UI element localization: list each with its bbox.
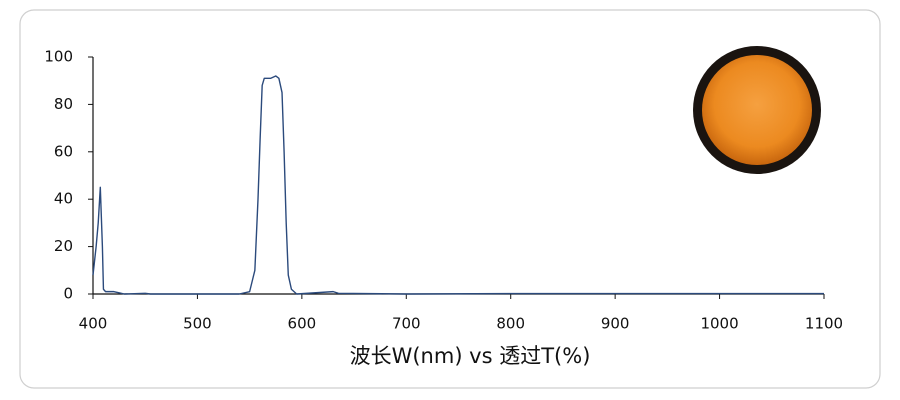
x-tick-label: 900 bbox=[601, 315, 630, 333]
y-tick-label: 60 bbox=[54, 142, 73, 160]
y-tick-label: 40 bbox=[54, 190, 73, 208]
y-tick-label: 80 bbox=[54, 95, 73, 113]
x-axis-label: 波长W(nm) vs 透过T(%) bbox=[350, 344, 591, 368]
spectrum-line bbox=[92, 75, 824, 295]
x-tick-label: 600 bbox=[288, 315, 317, 333]
y-tick-label: 20 bbox=[54, 237, 73, 255]
x-tick-label: 800 bbox=[496, 315, 525, 333]
x-tick-label: 700 bbox=[392, 315, 421, 333]
x-tick-label: 400 bbox=[79, 315, 108, 333]
x-tick-label: 500 bbox=[183, 315, 212, 333]
y-tick-label: 0 bbox=[63, 285, 73, 303]
filter-glass bbox=[702, 55, 812, 165]
x-tick-label: 1100 bbox=[805, 315, 843, 333]
y-tick-label: 100 bbox=[44, 48, 73, 66]
x-tick-label: 1000 bbox=[700, 315, 738, 333]
filter-image bbox=[693, 46, 821, 174]
